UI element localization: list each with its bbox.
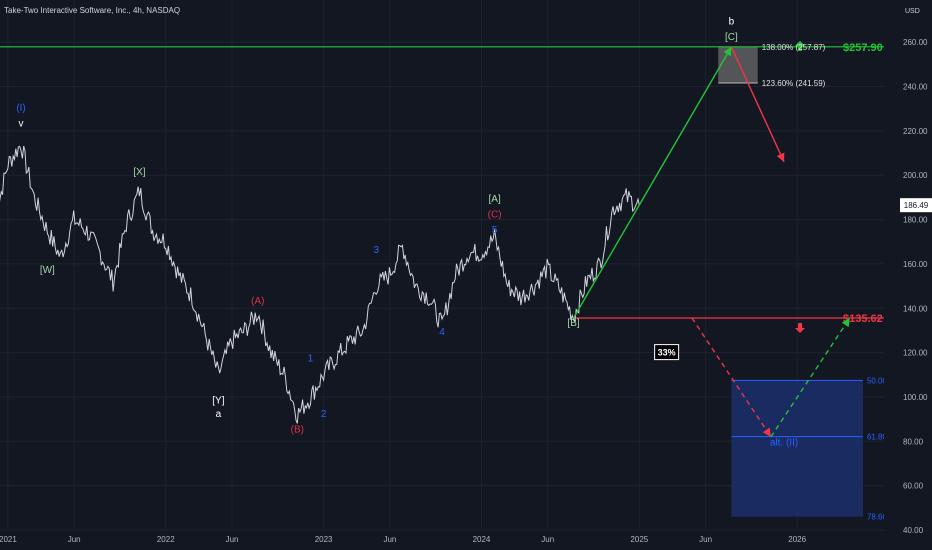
price-line[interactable] <box>0 145 640 424</box>
grid-lines <box>0 0 884 531</box>
time-axis[interactable]: 2021 Jun 2022 Jun 2023 Jun 2024 Jun 2025 Jun 2026 <box>0 535 807 544</box>
wave-label-10: 3 <box>373 245 379 256</box>
price-axis[interactable]: 40.00 60.00 80.00 100.00 120.00 140.00 160.00 1… <box>884 0 932 550</box>
wave-label-13: (C) <box>488 209 502 220</box>
wave-label-6: (A) <box>251 296 264 307</box>
target-zones <box>718 46 863 517</box>
wave-label-0: (I) <box>16 103 25 114</box>
time-tick: 2024 <box>473 535 491 544</box>
badges: 33% <box>654 344 680 361</box>
price-tick-100: 100.00 <box>903 393 928 402</box>
price-tick-240: 240.00 <box>903 83 928 92</box>
wave-label-5: a <box>216 409 222 420</box>
time-tick: Jun <box>699 535 712 544</box>
wave-label-11: 4 <box>439 327 445 338</box>
price-axis-panel <box>884 0 932 550</box>
wave-label-9: 2 <box>321 409 327 420</box>
wave-label-15: [B] <box>567 318 579 329</box>
wave-label-3: [X] <box>133 167 145 178</box>
currency-label: USD <box>905 8 920 15</box>
fib-label-0: 138.00% (257.87) <box>762 43 826 52</box>
current-price-badge <box>900 198 932 213</box>
price-tick-180: 180.00 <box>903 216 928 225</box>
wave-label-4: [Y] <box>212 396 224 407</box>
arrow-up-icon <box>795 40 805 51</box>
time-tick: 2025 <box>630 535 648 544</box>
price-tick-120: 120.00 <box>903 349 928 358</box>
projection-red-dashed-2 <box>691 317 772 438</box>
blue-target-zone <box>731 380 863 517</box>
wave-label-14: 5 <box>492 225 498 236</box>
wave-label-7: (B) <box>291 424 304 435</box>
probability-badge-label: 33% <box>658 348 676 358</box>
time-tick: Jun <box>541 535 554 544</box>
probability-badge <box>654 344 680 361</box>
current-price-label: 186.49 <box>904 201 929 210</box>
price-tick-160: 160.00 <box>903 260 928 269</box>
grey-target-zone <box>718 46 758 83</box>
wave-label-8: 1 <box>308 353 314 364</box>
price-tick-260: 260.00 <box>903 38 928 47</box>
wave-label-12: [A] <box>489 194 501 205</box>
price-tick-80: 80.00 <box>903 437 924 446</box>
time-tick: 2021 <box>0 535 17 544</box>
price-tick-200: 200.00 <box>903 171 928 180</box>
time-tick: 2026 <box>788 535 806 544</box>
projection-arrows <box>572 46 851 438</box>
wave-labels: (I) v [W] [X] [Y] a (A) (B) 1 2 3 4 [A] (C) 5 [B] b [C] al… <box>16 16 798 448</box>
fib-label-1: 123.60% (241.59) <box>762 79 826 88</box>
time-tick: Jun <box>383 535 396 544</box>
time-tick: Jun <box>226 535 239 544</box>
price-tick-220: 220.00 <box>903 127 928 136</box>
time-tick: Jun <box>68 535 81 544</box>
level-label-target-down: $135.62 <box>843 313 883 325</box>
projection-green-dashed-3 <box>770 317 851 438</box>
price-levels: $257.90 $135.62 <box>0 40 884 333</box>
price-series[interactable] <box>0 145 640 424</box>
wave-label-16: b <box>729 16 735 27</box>
chart-title: Take-Two Interactive Software, Inc., 4h,… <box>4 6 180 15</box>
projection-red-solid-1 <box>730 46 785 163</box>
wave-label-17: [C] <box>725 32 738 43</box>
wave-label-1: v <box>19 118 24 129</box>
wave-label-18: alt. (II) <box>770 438 798 449</box>
price-tick-140: 140.00 <box>903 304 928 313</box>
time-tick: 2022 <box>157 535 175 544</box>
time-tick: 2023 <box>315 535 333 544</box>
price-tick-40: 40.00 <box>903 526 924 535</box>
projection-green-solid-0 <box>572 46 733 319</box>
wave-label-2: [W] <box>40 265 55 276</box>
level-label-target-up: $257.90 <box>843 42 883 54</box>
price-tick-60: 60.00 <box>903 482 924 491</box>
arrow-down-icon <box>795 322 805 333</box>
